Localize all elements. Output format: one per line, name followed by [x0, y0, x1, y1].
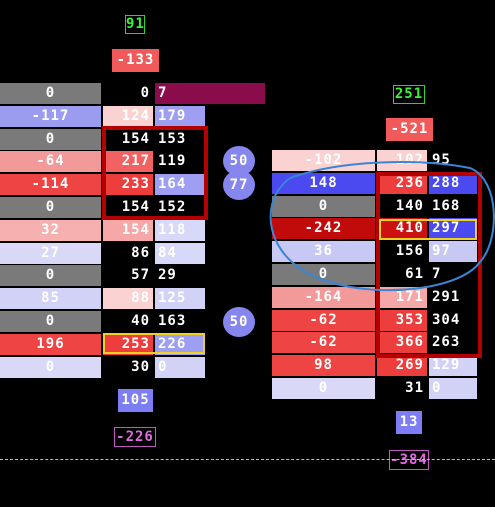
left-bid-cell: 86 [103, 242, 153, 264]
left-bid-cell: 0 [103, 83, 153, 104]
left-bid-cell: 88 [103, 288, 153, 310]
left-delta-cell: -64 [0, 151, 101, 173]
right-bid-cell: 140 [377, 195, 427, 217]
left-delta-cell: 85 [0, 288, 101, 310]
right-delta-cell: 98 [272, 355, 375, 377]
right-bid-cell: 31 [377, 378, 427, 399]
right-bid-cell: 236 [377, 172, 427, 194]
left-bid-cell: 30 [103, 356, 153, 378]
left-ask-cell: 226 [155, 333, 205, 355]
right-bid-cell: 269 [377, 355, 427, 377]
right-ask-cell: 263 [429, 332, 477, 354]
right-ask-cell: 297 [429, 218, 477, 240]
left-ask-cell: 119 [155, 151, 205, 173]
right-ask-cell: 291 [429, 286, 477, 308]
right-ask-cell: 97 [429, 241, 477, 263]
left-delta-cell: -117 [0, 105, 101, 127]
right-delta-cell: 0 [272, 195, 375, 217]
left-poc-volume: 105 [118, 389, 153, 412]
left-delta-cell: 32 [0, 219, 101, 241]
left-ask-cell: 7 [155, 83, 265, 104]
right-bid-cell: 156 [377, 241, 427, 263]
imbalance-circle-1: 50 [223, 146, 255, 176]
right-selected-cell[interactable] [379, 219, 477, 240]
left-delta-cell: 0 [0, 197, 101, 218]
left-ask-cell: 179 [155, 105, 205, 127]
right-delta-cell: -62 [272, 309, 375, 331]
right-delta-cell: 0 [272, 264, 375, 285]
right-bid-cell: 410 [377, 218, 427, 240]
left-ask-cell: 84 [155, 242, 205, 264]
right-ask-cell: 0 [429, 378, 477, 399]
right-bid-cell: 171 [377, 286, 427, 308]
left-delta-cell: 27 [0, 242, 101, 264]
left-bid-cell: 217 [103, 151, 153, 173]
left-bid-cell: 40 [103, 311, 153, 332]
left-bid-cell: 154 [103, 128, 153, 150]
right-poc-volume: 13 [396, 411, 422, 434]
right-delta-cell: 36 [272, 241, 375, 263]
right-delta-cell: 148 [272, 172, 375, 194]
left-bid-cell: 154 [103, 219, 153, 241]
right-delta-cell: -62 [272, 332, 375, 354]
left-bid-cell: 233 [103, 174, 153, 196]
left-bid-cell: 154 [103, 197, 153, 218]
left-delta-cell: 196 [0, 333, 101, 355]
left-delta-cell: 0 [0, 265, 101, 287]
right-delta-cell: 0 [272, 378, 375, 399]
right-bid-cell: 353 [377, 309, 427, 331]
left-delta-cell: 0 [0, 356, 101, 378]
left-ask-cell: 29 [155, 265, 205, 287]
left-ask-cell: 125 [155, 288, 205, 310]
left-ask-cell: 152 [155, 197, 205, 218]
right-ask-cell: 288 [429, 172, 477, 194]
right-top-delta-box: 251 [393, 85, 425, 104]
right-highlight-box [376, 172, 482, 358]
right-delta-cell: -242 [272, 218, 375, 240]
right-bid-cell: 61 [377, 264, 427, 285]
right-ask-cell: 168 [429, 195, 477, 217]
left-delta-cell: 0 [0, 83, 101, 104]
right-poc-delta: -384 [389, 450, 429, 470]
right-ask-cell: 304 [429, 309, 477, 331]
left-ask-cell: 153 [155, 128, 205, 150]
left-selected-cell[interactable] [103, 333, 205, 354]
right-ask-cell: 7 [429, 264, 477, 285]
right-delta-cell: -164 [272, 286, 375, 308]
left-bid-cell: 57 [103, 265, 153, 287]
current-price-line [0, 459, 495, 460]
left-delta-cell: 0 [0, 311, 101, 332]
left-ask-cell: 118 [155, 219, 205, 241]
left-highlight-box [102, 126, 208, 220]
right-ask-cell: 129 [429, 355, 477, 377]
left-delta-cell: 0 [0, 128, 101, 150]
imbalance-circle-2: 77 [223, 170, 255, 200]
left-ask-cell: 164 [155, 174, 205, 196]
left-top-badge: -133 [112, 49, 159, 72]
left-delta-cell: -114 [0, 174, 101, 196]
right-top-badge: -521 [386, 118, 433, 141]
left-bid-cell: 124 [103, 105, 153, 127]
left-ask-cell: 0 [155, 356, 205, 378]
right-bid-cell: 366 [377, 332, 427, 354]
left-top-delta-box: 91 [125, 15, 145, 34]
left-ask-cell: 163 [155, 311, 205, 332]
imbalance-circle-3: 50 [223, 307, 255, 337]
right-bid-cell: 102 [377, 150, 427, 171]
left-bid-cell: 253 [103, 333, 153, 355]
left-poc-delta: -226 [114, 427, 156, 447]
